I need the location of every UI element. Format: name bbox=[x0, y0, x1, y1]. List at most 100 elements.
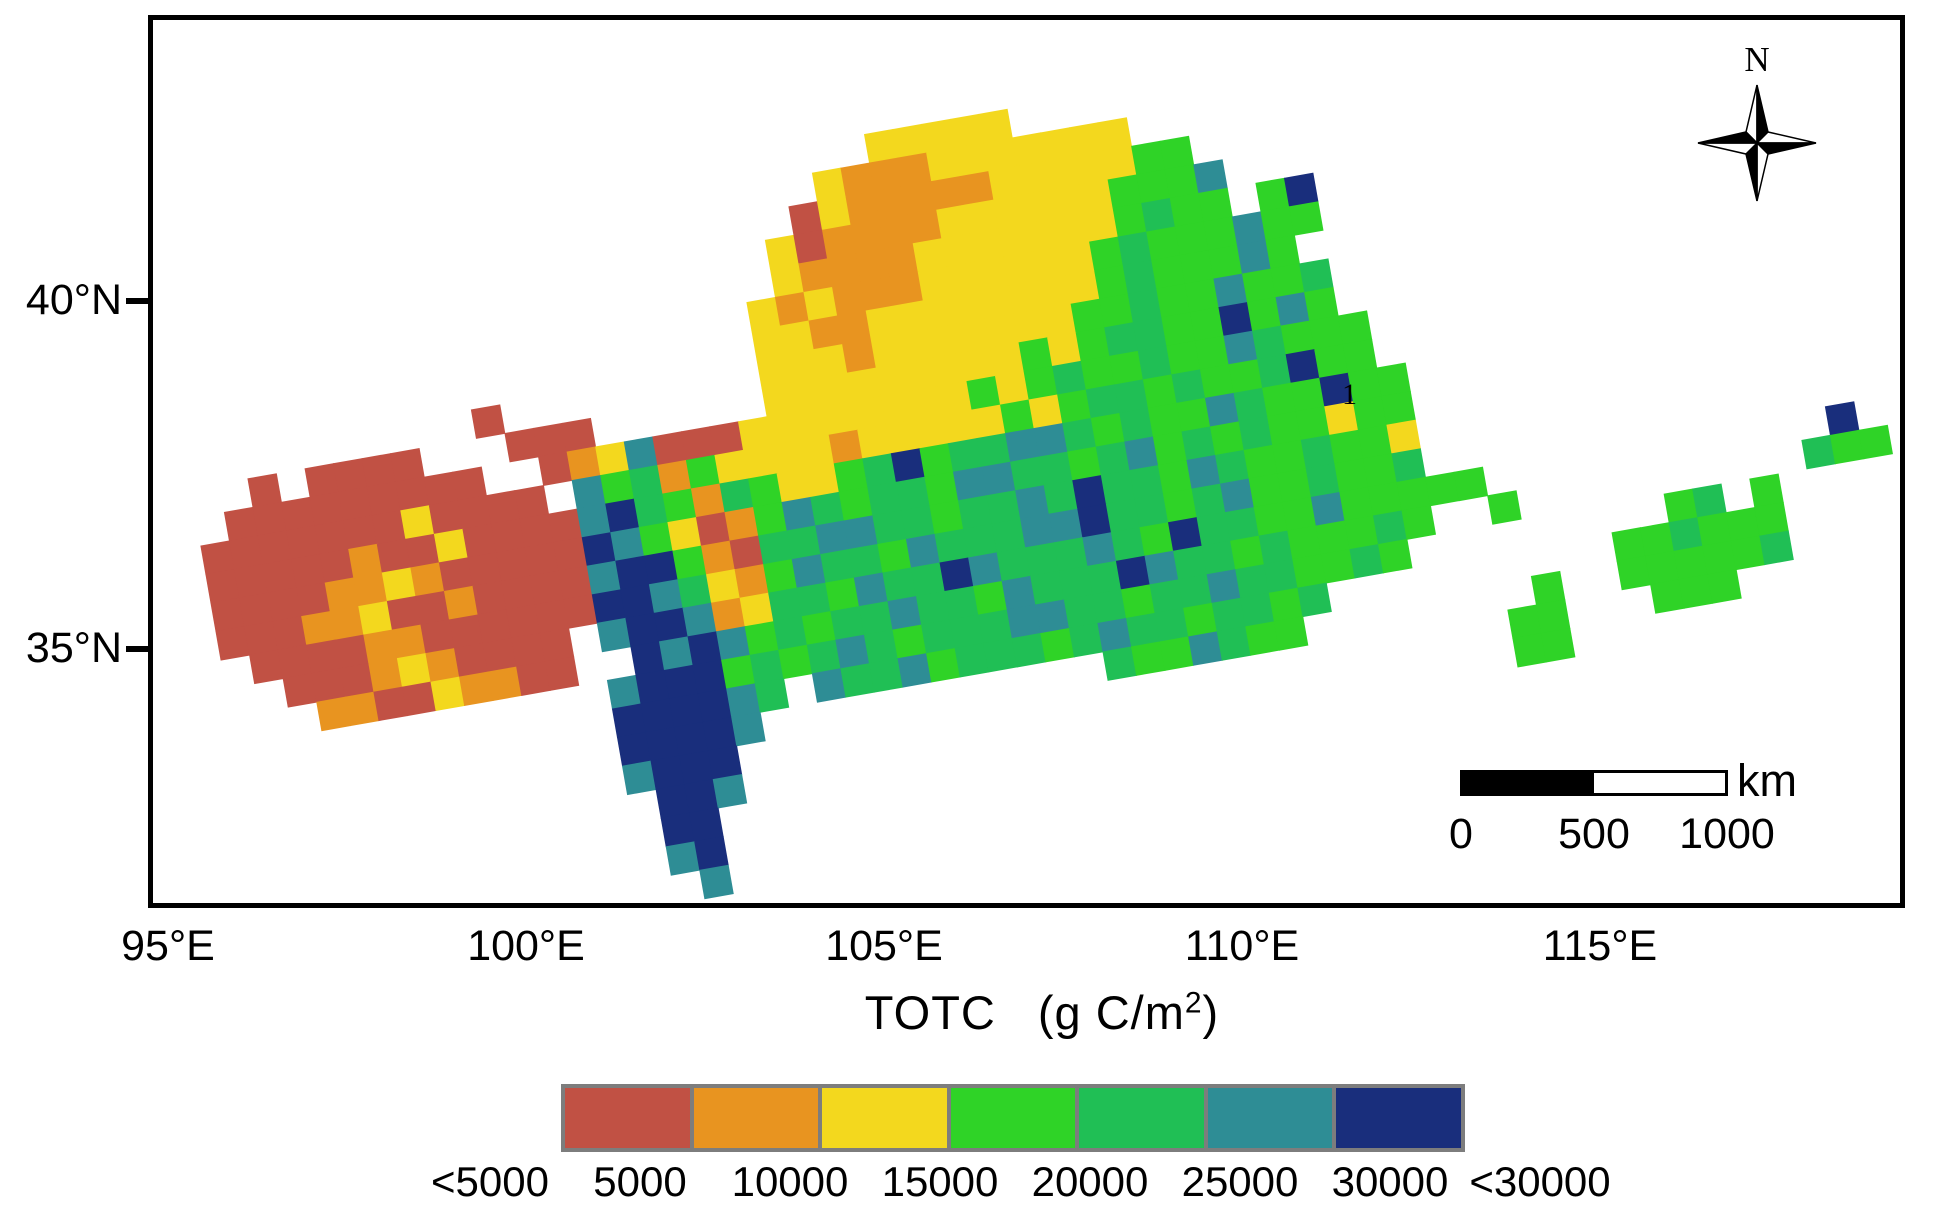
raster-cell bbox=[818, 372, 854, 408]
raster-cell bbox=[1102, 646, 1137, 681]
raster-cell bbox=[1255, 177, 1290, 213]
raster-cell bbox=[472, 580, 508, 616]
raster-cell bbox=[1530, 570, 1566, 606]
raster-cell bbox=[660, 812, 696, 848]
raster-cell bbox=[1277, 468, 1312, 503]
raster-cell bbox=[1611, 527, 1647, 562]
raster-cell bbox=[874, 186, 909, 221]
raster-cell bbox=[1220, 478, 1255, 513]
raster-cell bbox=[790, 377, 825, 413]
scale-bar-number: 0 bbox=[1449, 810, 1473, 858]
raster-cell bbox=[778, 644, 813, 680]
raster-cell bbox=[1147, 402, 1183, 438]
raster-cell bbox=[1028, 394, 1064, 429]
raster-cell bbox=[749, 649, 785, 685]
raster-cell bbox=[773, 616, 808, 651]
raster-cell bbox=[1453, 466, 1489, 502]
raster-cell bbox=[806, 639, 842, 675]
raster-cell bbox=[1018, 337, 1054, 372]
raster-cell bbox=[798, 258, 833, 293]
raster-cell bbox=[1151, 254, 1186, 290]
raster-cell bbox=[904, 357, 939, 392]
raster-cell bbox=[944, 585, 980, 621]
raster-cell bbox=[420, 619, 455, 654]
raster-cell bbox=[1692, 483, 1727, 519]
raster-cell bbox=[776, 468, 812, 503]
raster-cell bbox=[1425, 471, 1460, 507]
raster-cell bbox=[600, 469, 635, 505]
raster-cell bbox=[1707, 569, 1742, 604]
raster-cell bbox=[800, 434, 835, 470]
raster-cell bbox=[1043, 480, 1079, 515]
raster-cell bbox=[1090, 412, 1126, 448]
raster-cell bbox=[1036, 275, 1072, 310]
raster-cell bbox=[610, 527, 645, 562]
raster-cell bbox=[816, 196, 852, 231]
scale-bar-number: 500 bbox=[1558, 810, 1630, 858]
raster-cell bbox=[314, 520, 350, 555]
raster-cell bbox=[1512, 632, 1547, 668]
raster-cell bbox=[452, 466, 487, 502]
legend-label: <5000 bbox=[431, 1158, 549, 1205]
raster-cell bbox=[756, 354, 791, 389]
raster-cell bbox=[958, 495, 993, 530]
raster-cell bbox=[538, 451, 573, 486]
raster-cell bbox=[942, 409, 978, 445]
raster-cell bbox=[1030, 570, 1065, 606]
raster-cell bbox=[501, 575, 536, 611]
raster-cell bbox=[233, 563, 269, 599]
raster-cell bbox=[1159, 135, 1195, 171]
raster-cell bbox=[1362, 453, 1398, 488]
raster-cell bbox=[633, 493, 669, 528]
legend-label: <30000 bbox=[1469, 1158, 1611, 1205]
raster-cell bbox=[658, 636, 694, 671]
raster-cell bbox=[514, 485, 550, 520]
raster-cell bbox=[897, 152, 933, 187]
raster-cell bbox=[1225, 506, 1260, 542]
raster-cell bbox=[779, 320, 815, 355]
raster-cell bbox=[961, 347, 996, 382]
raster-cell bbox=[1114, 379, 1149, 414]
raster-cell bbox=[1213, 273, 1248, 308]
raster-cell bbox=[852, 396, 887, 431]
raster-cell bbox=[865, 305, 901, 340]
raster-cell bbox=[971, 404, 1006, 439]
raster-cell bbox=[1084, 207, 1119, 243]
raster-cell bbox=[1011, 132, 1047, 167]
raster-cell bbox=[1725, 507, 1761, 542]
raster-cell bbox=[648, 579, 684, 614]
raster-cell bbox=[721, 654, 756, 690]
raster-cell bbox=[635, 669, 670, 705]
raster-cell bbox=[744, 621, 780, 656]
legend-title-main: TOTC bbox=[864, 986, 996, 1039]
raster-cell bbox=[981, 461, 1017, 497]
raster-cell bbox=[737, 416, 773, 451]
raster-cell bbox=[1040, 127, 1075, 162]
raster-cell bbox=[438, 557, 474, 592]
raster-cell bbox=[1176, 397, 1211, 433]
raster-cell bbox=[482, 637, 518, 673]
raster-cell bbox=[1001, 575, 1037, 611]
raster-cell bbox=[395, 476, 430, 512]
raster-cell bbox=[983, 637, 1018, 673]
raster-cell bbox=[1367, 481, 1403, 517]
raster-cell bbox=[1125, 612, 1161, 648]
raster-cell bbox=[1131, 140, 1166, 176]
raster-cell bbox=[257, 530, 292, 565]
raster-cell bbox=[919, 443, 954, 478]
raster-cell bbox=[1068, 622, 1104, 658]
raster-cell bbox=[894, 300, 929, 335]
raster-cell bbox=[640, 698, 675, 733]
x-axis-label: 105°E bbox=[825, 922, 943, 970]
raster-cell bbox=[1082, 532, 1117, 567]
raster-cell bbox=[1124, 436, 1159, 471]
raster-cell bbox=[672, 545, 707, 581]
raster-cell bbox=[909, 385, 944, 421]
raster-cell bbox=[366, 481, 402, 517]
raster-cell bbox=[519, 513, 555, 549]
raster-cell bbox=[1087, 560, 1122, 596]
raster-cell bbox=[973, 580, 1008, 616]
raster-cell bbox=[991, 518, 1027, 554]
raster-cell bbox=[731, 711, 766, 747]
raster-cell bbox=[875, 362, 911, 397]
